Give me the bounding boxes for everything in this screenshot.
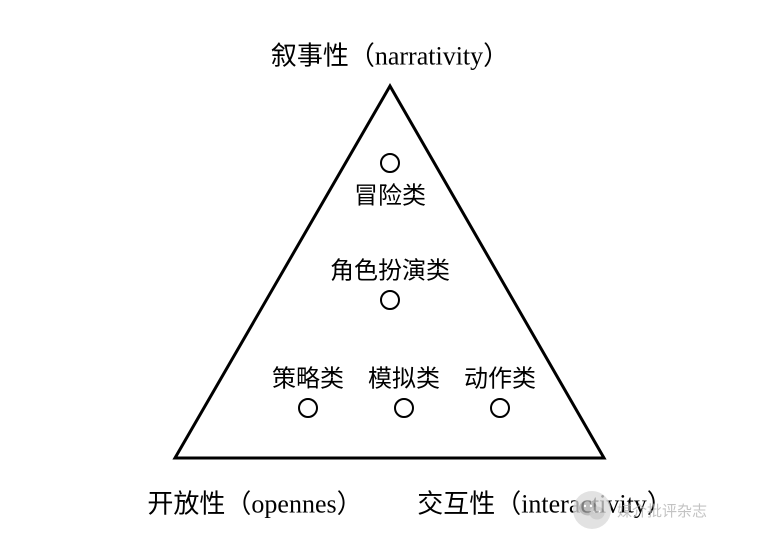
- wechat-icon: [573, 491, 611, 529]
- vertex-top-text: 叙事性（narrativity）: [271, 42, 509, 71]
- strategy-label: 策略类: [272, 359, 344, 394]
- strategy-text: 策略类: [272, 367, 344, 393]
- action-label: 动作类: [464, 359, 536, 394]
- vertex-left-text: 开放性（opennes）: [147, 490, 362, 519]
- simulation-label: 模拟类: [368, 359, 440, 394]
- vertex-label-left: 开放性（opennes）: [147, 484, 362, 521]
- rpg-marker: [380, 290, 400, 310]
- rpg-text: 角色扮演类: [330, 259, 450, 285]
- simulation-marker: [394, 398, 414, 418]
- adventure-label: 冒险类: [354, 176, 426, 211]
- action-marker: [490, 398, 510, 418]
- watermark: 媒介批评杂志: [573, 491, 707, 529]
- watermark-text: 媒介批评杂志: [617, 500, 707, 521]
- diagram-container: 叙事性（narrativity） 开放性（opennes） 交互性（intera…: [0, 0, 782, 548]
- action-text: 动作类: [464, 367, 536, 393]
- strategy-marker: [298, 398, 318, 418]
- adventure-text: 冒险类: [354, 184, 426, 210]
- adventure-marker: [380, 153, 400, 173]
- rpg-label: 角色扮演类: [330, 251, 450, 286]
- vertex-label-top: 叙事性（narrativity）: [271, 36, 509, 73]
- simulation-text: 模拟类: [368, 367, 440, 393]
